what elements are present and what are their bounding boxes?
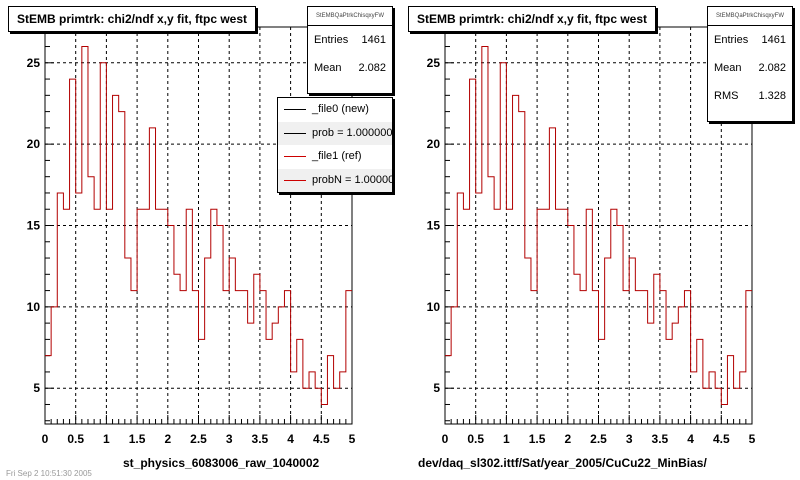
stats-rms-value: 1.328: [758, 90, 786, 102]
x-tick-label: 2.5: [190, 432, 207, 446]
stats-mean-label: Mean: [714, 62, 742, 74]
y-tick-label: 20: [427, 137, 441, 151]
x-tick-label: 0: [42, 432, 49, 446]
y-tick-label: 25: [427, 56, 441, 70]
histogram-panel-right: 0 0.5 1 1.5 2 2.5 3 3.5 4 4.5 5 5 10 15 20 25 StEMB pri…: [400, 0, 800, 480]
stats-entries-value: 1461: [761, 34, 786, 46]
x-tick-label: 2: [164, 432, 171, 446]
stats-mean-label: Mean: [314, 62, 342, 74]
legend-line-file0: [284, 109, 306, 110]
x-tick-label: 4: [287, 432, 294, 446]
y-tick-label: 5: [33, 381, 40, 395]
stats-mean-row: Mean 2.082: [308, 54, 392, 82]
y-tick-label: 10: [427, 300, 441, 314]
stats-entries-row: Entries 1461: [708, 26, 792, 54]
stats-mean-value: 2.082: [758, 62, 786, 74]
histogram-chart-left: 0 0.5 1 1.5 2 2.5 3 3.5 4 4.5 5 5 10 15 20 25: [27, 26, 356, 446]
x-tick-label: 1.5: [529, 432, 546, 446]
x-tick-label: 0.5: [67, 432, 84, 446]
legend-label-file1: _file1 (ref): [312, 150, 362, 162]
x-tick-label: 4.5: [313, 432, 330, 446]
x-tick-label: 1.5: [129, 432, 146, 446]
chart-title: StEMB primtrk: chi2/ndf x,y fit, ftpc we…: [408, 6, 657, 32]
histogram-chart-right: 0 0.5 1 1.5 2 2.5 3 3.5 4 4.5 5 5 10 15 20 25: [427, 26, 756, 446]
stats-box: StEMBQaPtrkChisqxyFW Entries 1461 Mean 2…: [707, 6, 793, 122]
legend-label-probn: probN = 1.000000: [312, 173, 393, 186]
stats-entries-row: Entries 1461: [308, 26, 392, 54]
stats-entries-label: Entries: [714, 34, 749, 46]
legend-line-probn: [284, 179, 306, 181]
x-tick-label: 3.5: [252, 432, 269, 446]
histogram-panel-left: 0 0.5 1 1.5 2 2.5 3 3.5 4 4.5 5 5 10 15 20 25 StEMB pri…: [8, 6, 393, 470]
y-tick-label: 25: [27, 56, 41, 70]
x-tick-label: 3: [226, 432, 233, 446]
legend-line-file1: [284, 156, 306, 157]
legend-label-prob: prob = 1.000000: [312, 126, 393, 139]
stats-mean-row: Mean 2.082: [708, 54, 792, 82]
legend-entry-prob: prob = 1.000000: [278, 121, 393, 145]
y-tick-label: 15: [427, 219, 441, 233]
y-tick-label: 15: [27, 219, 41, 233]
x-tick-label: 1: [103, 432, 110, 446]
x-axis-title: dev/daq_sl302.ittf/Sat/year_2005/CuCu22_…: [418, 456, 707, 470]
y-tick-label: 10: [27, 300, 41, 314]
x-tick-label: 4.5: [713, 432, 730, 446]
stats-histogram-name: StEMBQaPtrkChisqxyFW: [308, 7, 392, 26]
x-tick-label: 2: [564, 432, 571, 446]
x-tick-label: 3: [626, 432, 633, 446]
x-tick-label: 3.5: [652, 432, 669, 446]
legend-entry-file1: _file1 (ref): [278, 145, 392, 169]
x-tick-label: 4: [687, 432, 694, 446]
x-tick-label: 2.5: [590, 432, 607, 446]
histogram-series: [45, 46, 352, 405]
stats-mean-value: 2.082: [358, 62, 386, 74]
stats-rms-row: RMS 1.328: [708, 82, 792, 110]
stats-entries-label: Entries: [314, 34, 349, 46]
legend-label-file0: _file0 (new): [312, 103, 369, 115]
x-tick-label: 0: [442, 432, 449, 446]
stats-entries-value: 1461: [361, 34, 386, 46]
histogram-series: [445, 46, 752, 405]
x-tick-label: 5: [349, 432, 356, 446]
y-tick-label: 20: [27, 137, 41, 151]
chart-title: StEMB primtrk: chi2/ndf x,y fit, ftpc we…: [8, 6, 257, 32]
x-tick-label: 1: [503, 432, 510, 446]
legend-entry-probn: probN = 1.000000: [278, 168, 393, 192]
legend: _file0 (new) prob = 1.000000 _file1 (ref…: [277, 97, 393, 193]
x-axis-title: st_physics_6083006_raw_1040002: [123, 456, 320, 470]
footer-timestamp: Fri Sep 2 10:51:30 2005: [6, 469, 92, 478]
stats-histogram-name: StEMBQaPtrkChisqxyFW: [708, 7, 792, 26]
legend-entry-file0: _file0 (new): [278, 98, 392, 122]
x-tick-label: 5: [749, 432, 756, 446]
stats-box: StEMBQaPtrkChisqxyFW Entries 1461 Mean 2…: [307, 6, 393, 94]
x-tick-label: 0.5: [467, 432, 484, 446]
legend-line-prob: [284, 132, 306, 134]
stats-rms-label: RMS: [714, 90, 739, 102]
y-tick-label: 5: [433, 381, 440, 395]
